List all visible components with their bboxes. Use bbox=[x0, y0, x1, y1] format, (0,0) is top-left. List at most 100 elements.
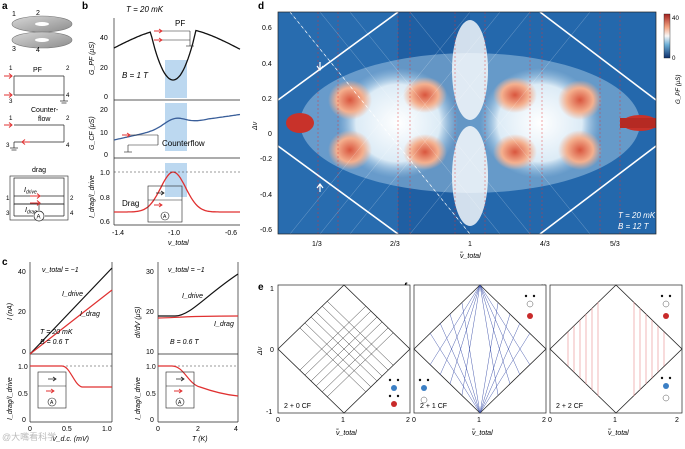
b-xlabel: ν_total bbox=[168, 240, 189, 247]
b-drag-inset bbox=[147, 185, 183, 223]
d-ytick-3: 0 bbox=[268, 131, 272, 138]
b-ytick-mid-2: 0 bbox=[104, 152, 108, 159]
disk-label-1: 1 bbox=[12, 11, 16, 18]
e-xtick-1: 1 bbox=[341, 417, 345, 424]
g-xtick-2: 2 bbox=[675, 417, 679, 424]
d-xtick-4: 5/3 bbox=[610, 241, 620, 248]
c-right-idrag: I_drag bbox=[214, 321, 234, 328]
pf-node-1: 1 bbox=[9, 65, 13, 72]
drag-node-3: 3 bbox=[6, 210, 10, 217]
panel-e-letter: e bbox=[258, 282, 264, 293]
c-right-axes bbox=[157, 262, 239, 423]
disk-label-3: 3 bbox=[12, 46, 16, 53]
d-frame bbox=[277, 11, 657, 235]
b-ytick-bot-2: 0.6 bbox=[100, 219, 110, 226]
c-right-idrag-curve bbox=[157, 315, 239, 319]
disk-label-4: 4 bbox=[36, 47, 40, 54]
g-plot bbox=[549, 284, 683, 414]
panel-a-letter: a bbox=[2, 1, 8, 12]
b-ammeter-icon bbox=[160, 211, 170, 221]
f-xtick-1: 1 bbox=[477, 417, 481, 424]
b-ylabel-top: G_PF (μS) bbox=[89, 42, 96, 75]
c-rb-ytick-2: 0 bbox=[150, 417, 154, 424]
cf-node-4: 4 bbox=[66, 142, 70, 149]
c-left-field: B = 0.6 T bbox=[40, 339, 69, 346]
b-cf-arrow-icon bbox=[122, 132, 131, 138]
c-lb-xtick-2: 1.0 bbox=[102, 426, 112, 433]
c-left-temp: T = 20 mK bbox=[40, 329, 73, 336]
b-ytick-mid-0: 20 bbox=[100, 107, 108, 114]
drag-curve bbox=[114, 171, 240, 213]
c-left-ammeter-icon bbox=[47, 397, 57, 407]
b-pf-arrow-icon bbox=[154, 28, 163, 34]
cf-node-2: 2 bbox=[66, 115, 70, 122]
c-rb-ylabel: I_drag/I_drive bbox=[135, 377, 142, 420]
b-xtick-1: -1.0 bbox=[168, 230, 180, 237]
d-temp: T = 20 mK bbox=[618, 211, 656, 220]
e-xtick-2: 2 bbox=[406, 417, 410, 424]
c-right-ammeter-icon bbox=[175, 397, 185, 407]
drag-node-2: 2 bbox=[70, 195, 74, 202]
b-ylabel-mid: G_CF (μS) bbox=[89, 116, 96, 150]
b-ytick-bot-1: 0.8 bbox=[100, 195, 110, 202]
b-pf-label: PF bbox=[175, 19, 185, 28]
c-lb-xtick-1: 0.5 bbox=[62, 426, 72, 433]
d-ytick-2: 0.2 bbox=[262, 96, 272, 103]
d-ytick-4: -0.2 bbox=[260, 156, 272, 163]
panel-d-letter: d bbox=[258, 1, 264, 12]
b-axes bbox=[113, 18, 240, 226]
e-ytick-2: -1 bbox=[266, 409, 272, 416]
pf-node-3: 3 bbox=[9, 98, 13, 105]
c-right-idrive: I_drive bbox=[182, 293, 203, 300]
c-right-ytick-0: 30 bbox=[146, 269, 154, 276]
d-xtick-2: 1 bbox=[468, 241, 472, 248]
e-xlabel: ν̃_total bbox=[336, 429, 358, 437]
b-drag-arrow-icon bbox=[154, 202, 163, 208]
d-ytick-1: 0.4 bbox=[262, 61, 272, 68]
idrive-label: Idrive bbox=[24, 187, 37, 196]
b-xtick-2: -0.6 bbox=[225, 230, 237, 237]
c-left-ylabel: I (nA) bbox=[7, 303, 14, 320]
b-cf-inset bbox=[124, 134, 159, 153]
d-field: B = 12 T bbox=[618, 222, 650, 231]
c-right-drag-arrow-icon bbox=[174, 388, 183, 394]
drag-label: drag bbox=[32, 167, 46, 174]
c-left-inset bbox=[37, 371, 67, 409]
drive-arrow-icon bbox=[30, 193, 41, 199]
c-left-ytick-2: 0 bbox=[22, 349, 26, 356]
drag-arrow-icon bbox=[30, 200, 41, 206]
d-xtick-3: 4/3 bbox=[540, 241, 550, 248]
panel-b-letter: b bbox=[82, 1, 88, 12]
c-left-drive-arrow-icon bbox=[48, 376, 57, 382]
f-plot bbox=[413, 284, 547, 414]
counterflow-label-1: Counter- bbox=[31, 107, 59, 114]
d-ytick-6: -0.6 bbox=[260, 227, 272, 234]
c-lb-ytick-2: 0 bbox=[22, 417, 26, 424]
b-drag-label: Drag bbox=[122, 199, 139, 208]
g-label: 2 + 2 CF bbox=[556, 403, 583, 410]
d-heatmap bbox=[278, 12, 656, 234]
pf-curve bbox=[113, 29, 241, 81]
c-left-idrag: I_drag bbox=[80, 311, 100, 318]
b-counterflow-label: Counterflow bbox=[162, 139, 205, 148]
cf-arrow-icon bbox=[4, 122, 13, 128]
e-plot bbox=[277, 284, 411, 414]
pf-node-2: 2 bbox=[66, 65, 70, 72]
c-idrag-curve bbox=[29, 289, 113, 355]
c-right-drive-arrow-icon bbox=[176, 376, 185, 382]
c-lb-ytick-0: 1.0 bbox=[18, 364, 28, 371]
b-ytick-top-2: 0 bbox=[104, 94, 108, 101]
c-left-ytick-1: 20 bbox=[18, 309, 26, 316]
d-xtick-0: 1/3 bbox=[312, 241, 322, 248]
c-left-ratio-curve bbox=[30, 365, 112, 388]
f-xtick-2: 2 bbox=[542, 417, 546, 424]
c-right-field: B = 0.6 T bbox=[170, 339, 199, 346]
d-colorbar bbox=[663, 13, 671, 59]
pf-arrow-icon bbox=[4, 73, 13, 79]
b-pf-inset bbox=[160, 30, 194, 47]
f-particle-icon bbox=[418, 294, 536, 404]
pf-label: PF bbox=[33, 67, 42, 74]
e-xtick-0: 0 bbox=[276, 417, 280, 424]
g-xtick-0: 0 bbox=[548, 417, 552, 424]
c-rb-ytick-0: 1.0 bbox=[146, 364, 156, 371]
